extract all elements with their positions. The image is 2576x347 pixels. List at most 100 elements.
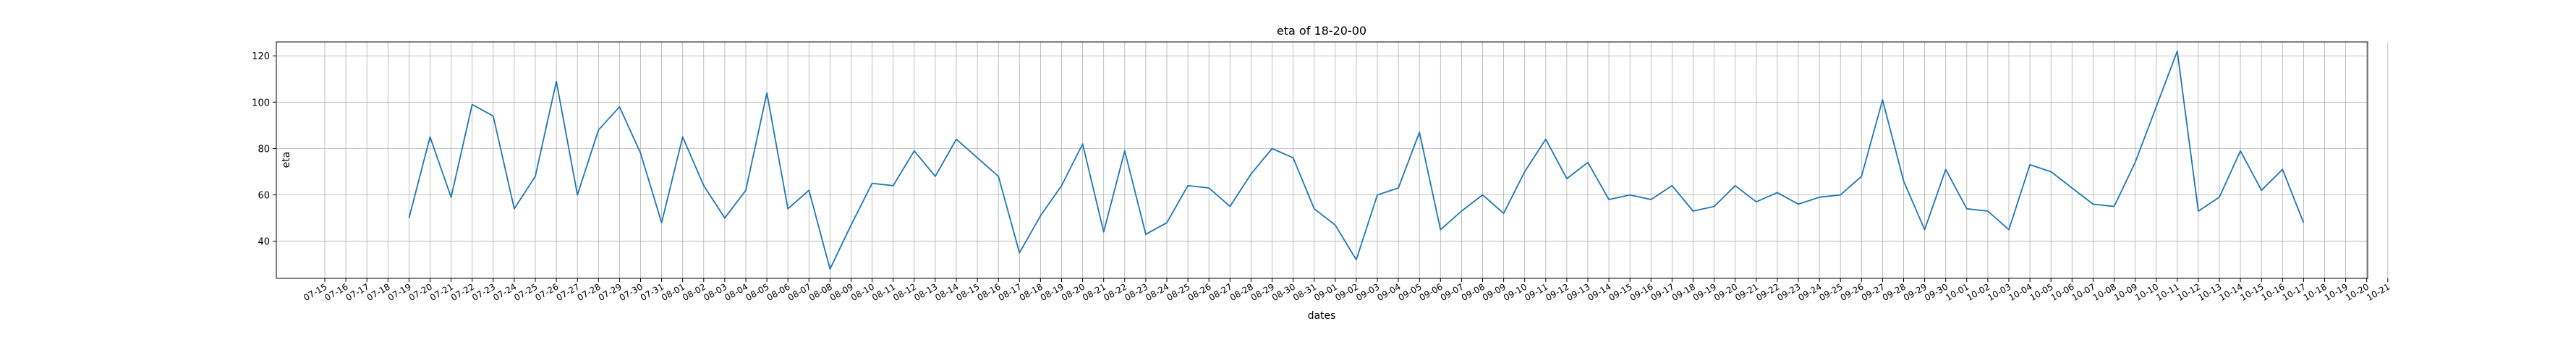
x-tick-label: 09-14 xyxy=(1586,281,1612,303)
x-tick-label: 08-25 xyxy=(1165,281,1191,303)
x-tick-label: 10-07 xyxy=(2070,281,2097,303)
x-tick-label: 07-31 xyxy=(639,281,666,303)
x-tick-label: 10-14 xyxy=(2217,281,2244,303)
x-tick-label: 10-01 xyxy=(1944,281,1971,303)
x-tick-label: 08-01 xyxy=(660,281,686,303)
x-tick-label: 09-05 xyxy=(1396,281,1423,303)
x-axis-label: dates xyxy=(1308,310,1336,322)
x-tick-label: 09-04 xyxy=(1375,281,1402,303)
y-tick-label: 60 xyxy=(258,191,270,202)
series-layer xyxy=(408,50,2305,270)
x-tick-label: 09-21 xyxy=(1733,281,1760,303)
x-tick-label: 07-24 xyxy=(491,281,518,303)
x-tick-label: 09-26 xyxy=(1839,281,1866,303)
x-tick-label: 10-18 xyxy=(2302,281,2329,303)
x-tick-label: 07-27 xyxy=(554,281,581,303)
x-tick-label: 10-19 xyxy=(2323,281,2350,303)
x-tick-label: 08-18 xyxy=(1018,281,1045,303)
x-tick-label: 09-28 xyxy=(1881,281,1908,303)
x-tick-label: 09-30 xyxy=(1923,281,1950,303)
x-tick-label: 07-22 xyxy=(449,281,476,303)
x-tick-label: 07-16 xyxy=(323,281,349,303)
x-tick-label: 10-15 xyxy=(2238,281,2265,303)
x-tick-label: 08-20 xyxy=(1060,281,1087,303)
x-tick-label: 08-08 xyxy=(807,281,834,303)
x-tick-label: 08-22 xyxy=(1102,281,1128,303)
x-tick-label: 09-27 xyxy=(1860,281,1887,303)
x-tick-label: 10-17 xyxy=(2281,281,2308,303)
x-tick-label: 09-29 xyxy=(1902,281,1929,303)
x-tick-label: 09-11 xyxy=(1523,281,1550,303)
x-tick-label: 08-12 xyxy=(891,281,918,303)
y-tick-label: 120 xyxy=(252,51,270,62)
x-tick-label: 10-11 xyxy=(2154,281,2181,303)
x-tick-label: 08-17 xyxy=(997,281,1024,303)
x-tick-label: 10-12 xyxy=(2175,281,2202,303)
x-tick-label: 09-17 xyxy=(1649,281,1676,303)
chart-title: eta of 18-20-00 xyxy=(1277,24,1366,38)
x-tick-label: 07-18 xyxy=(365,281,392,303)
x-tick-label: 08-09 xyxy=(828,281,855,303)
x-tick-label: 09-07 xyxy=(1439,281,1466,303)
x-tick-label: 09-18 xyxy=(1670,281,1697,303)
x-tick-label: 07-20 xyxy=(407,281,434,303)
x-tick-label: 08-23 xyxy=(1123,281,1149,303)
x-tick-label: 08-14 xyxy=(933,281,960,303)
x-tick-label: 09-23 xyxy=(1775,281,1802,303)
x-tick-label: 10-10 xyxy=(2133,281,2160,303)
x-tick-label: 10-21 xyxy=(2365,281,2392,303)
x-tick-label: 09-19 xyxy=(1691,281,1718,303)
x-tick-label: 09-08 xyxy=(1460,281,1487,303)
x-tick-label: 08-26 xyxy=(1186,281,1212,303)
x-tick-label: 08-19 xyxy=(1039,281,1066,303)
x-tick-label: 09-24 xyxy=(1796,281,1823,303)
x-tick-label: 08-10 xyxy=(849,281,876,303)
series-line xyxy=(408,50,2305,270)
x-tick-label: 08-24 xyxy=(1144,281,1170,303)
x-tick-label: 07-28 xyxy=(576,281,603,303)
x-tick-label: 08-11 xyxy=(870,281,897,303)
x-tick-label: 08-02 xyxy=(681,281,707,303)
x-tick-label: 09-12 xyxy=(1544,281,1570,303)
x-tick-label: 07-17 xyxy=(344,281,370,303)
x-tick-label: 09-16 xyxy=(1628,281,1655,303)
x-tick-label: 07-19 xyxy=(386,281,413,303)
y-axis-label: eta xyxy=(281,152,292,168)
x-tick-label: 08-31 xyxy=(1291,281,1318,303)
plot-frame xyxy=(276,41,2368,279)
x-tick-label: 10-20 xyxy=(2344,281,2371,303)
x-tick-label: 09-09 xyxy=(1481,281,1508,303)
x-tick-label: 09-01 xyxy=(1312,281,1339,303)
x-tick-label: 10-02 xyxy=(1965,281,1991,303)
x-tick-label: 10-04 xyxy=(2007,281,2033,303)
x-tick-label: 09-15 xyxy=(1607,281,1633,303)
x-axis: 07-1507-1607-1707-1807-1907-2007-2107-22… xyxy=(302,278,2392,303)
x-tick-label: 08-03 xyxy=(702,281,728,303)
y-tick-label: 80 xyxy=(258,144,270,155)
x-tick-label: 07-30 xyxy=(618,281,645,303)
x-tick-label: 08-07 xyxy=(786,281,813,303)
x-tick-label: 10-13 xyxy=(2196,281,2223,303)
x-tick-label: 08-05 xyxy=(744,281,770,303)
x-tick-label: 10-08 xyxy=(2091,281,2118,303)
x-tick-label: 08-21 xyxy=(1081,281,1108,303)
x-tick-label: 08-29 xyxy=(1249,281,1276,303)
x-tick-label: 08-16 xyxy=(975,281,1002,303)
x-tick-label: 07-26 xyxy=(533,281,560,303)
x-tick-label: 10-03 xyxy=(1986,281,2012,303)
x-tick-label: 08-04 xyxy=(723,281,749,303)
x-tick-label: 10-05 xyxy=(2028,281,2054,303)
x-tick-label: 09-06 xyxy=(1418,281,1445,303)
x-tick-label: 10-06 xyxy=(2049,281,2076,303)
x-tick-label: 07-25 xyxy=(512,281,539,303)
x-tick-label: 07-29 xyxy=(597,281,624,303)
x-tick-label: 09-13 xyxy=(1565,281,1591,303)
x-tick-label: 07-21 xyxy=(428,281,455,303)
x-tick-label: 08-15 xyxy=(954,281,981,303)
x-tick-label: 09-25 xyxy=(1817,281,1844,303)
x-tick-label: 09-10 xyxy=(1502,281,1529,303)
x-tick-label: 08-30 xyxy=(1270,281,1297,303)
x-tick-label: 10-16 xyxy=(2260,281,2287,303)
x-tick-label: 10-09 xyxy=(2112,281,2139,303)
